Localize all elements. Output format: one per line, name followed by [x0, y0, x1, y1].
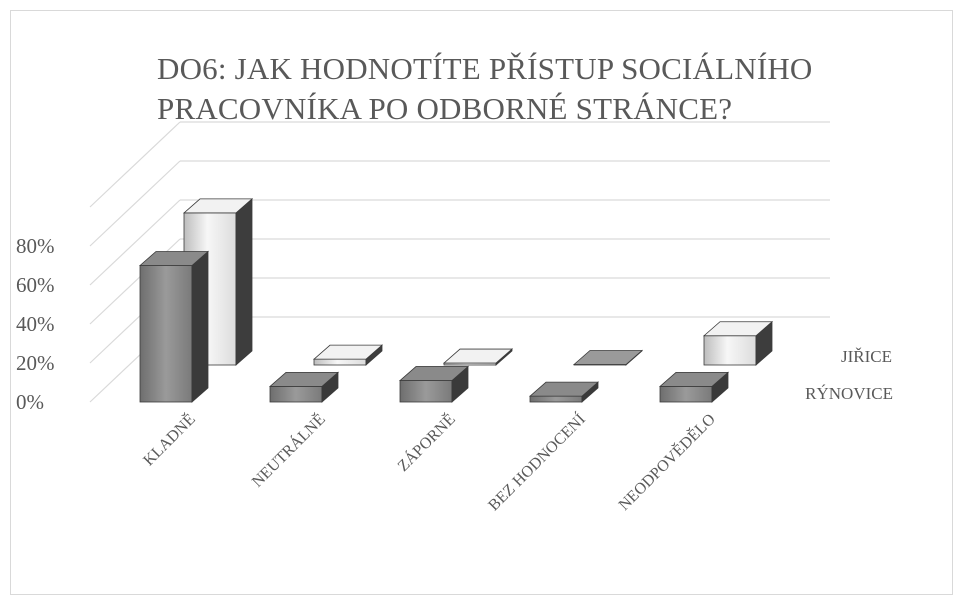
- x-axis-ticks: KLADNĚ NEUTRÁLNĚ ZÁPORNĚ BEZ HODNOCENÍ NEODP…: [139, 409, 719, 514]
- y-tick-label: 0%: [16, 390, 44, 414]
- bar-rynovice-2: [398, 365, 470, 403]
- x-tick-label: KLADNĚ: [139, 409, 199, 469]
- series-label-rynovice: RÝNOVICE: [805, 384, 893, 403]
- bar-rynovice-4: [658, 371, 730, 403]
- gridline-wall: [89, 160, 181, 247]
- bar-jirice-4: [702, 320, 774, 366]
- chart-title-line-2: PRACOVNÍKA PO ODBORNÉ STRÁNCE?: [157, 91, 733, 126]
- bar-jirice-2: [442, 348, 514, 366]
- series-label-jirice: JIŘICE: [841, 347, 892, 366]
- depth-axis-labels: RÝNOVICE JIŘICE: [805, 347, 893, 403]
- y-tick-label: 20%: [16, 351, 55, 375]
- x-tick-label: NEUTRÁLNĚ: [248, 409, 329, 490]
- gridline-wall: [89, 199, 181, 286]
- bar-rynovice-1: [268, 371, 340, 403]
- chart-title: DO6: JAK HODNOTÍTE PŘÍSTUP SOCIÁLNÍHO PR…: [157, 49, 877, 129]
- bar-rynovice-3: [528, 381, 600, 403]
- x-tick-label: ZÁPORNĚ: [393, 409, 459, 475]
- x-tick-label: BEZ HODNOCENÍ: [484, 409, 589, 514]
- y-axis-ticks: 0% 20% 40% 60% 80%: [16, 234, 55, 414]
- y-tick-label: 40%: [16, 312, 55, 336]
- gridline-wall: [89, 121, 181, 208]
- series-rynovice-bars: [138, 250, 730, 403]
- bar-jirice-3: [572, 349, 644, 366]
- series-jirice-bars: [182, 198, 774, 366]
- bar-rynovice-0: [138, 250, 210, 403]
- y-tick-label: 60%: [16, 273, 55, 297]
- y-tick-label: 80%: [16, 234, 55, 258]
- bar-jirice-1: [312, 344, 384, 366]
- x-tick-label: NEODPOVĚDĚLO: [614, 409, 719, 514]
- chart-title-line-1: DO6: JAK HODNOTÍTE PŘÍSTUP SOCIÁLNÍHO: [157, 51, 813, 86]
